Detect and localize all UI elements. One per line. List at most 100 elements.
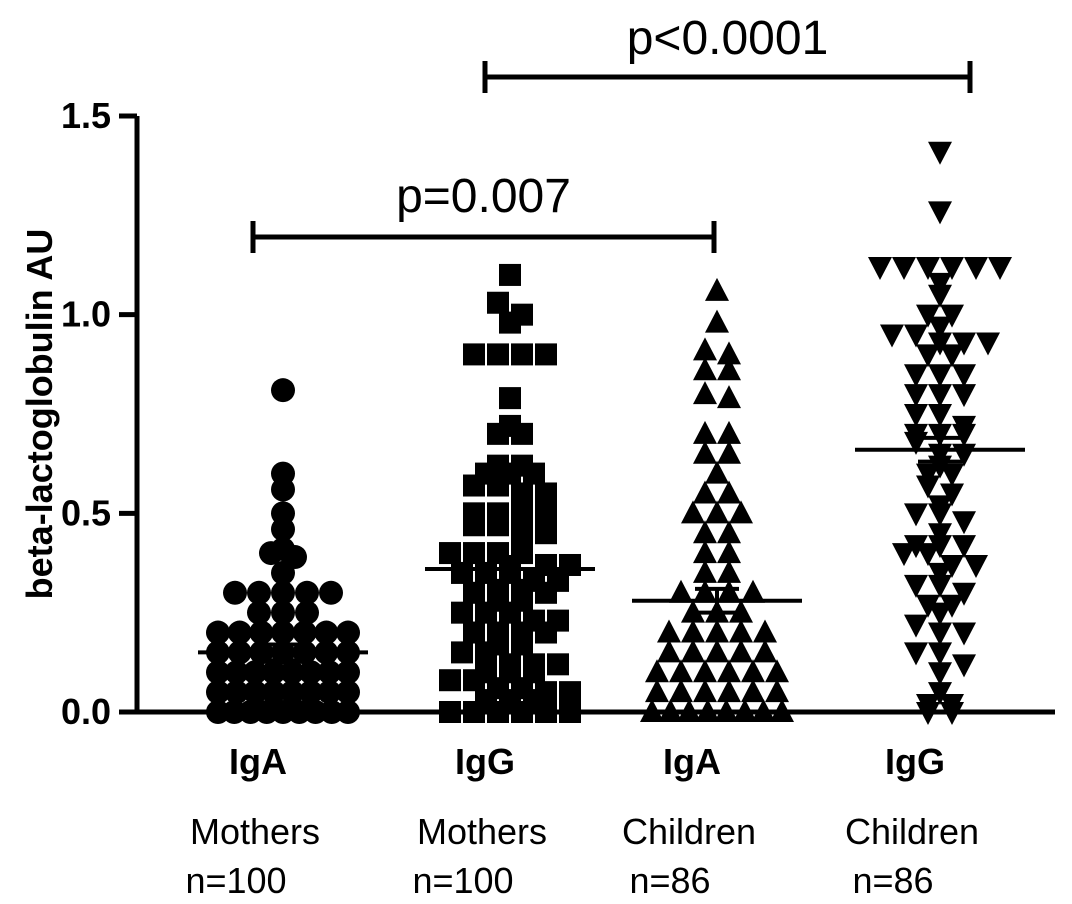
data-point [717,659,741,683]
p-value-label: p=0.007 [396,170,571,223]
x-tick-label: IgG [455,741,515,782]
data-point [717,540,741,564]
data-point [487,474,509,497]
data-point [463,621,485,644]
data-points [206,141,1012,725]
data-point [952,654,976,678]
data-point [511,633,533,656]
data-point [559,701,581,723]
data-point [499,263,521,286]
data-point [463,542,485,565]
data-point [964,256,988,280]
n-label: n=86 [629,860,710,901]
group-label: Mothers [417,811,547,852]
data-point [280,660,305,685]
data-point [298,680,323,705]
data-point [487,514,509,537]
data-point [657,619,681,643]
data-point [206,660,230,685]
mean-sem-bars [198,435,1025,663]
data-point [499,601,521,624]
data-point [916,344,940,368]
data-point [681,500,705,524]
data-point [741,579,765,603]
data-point [940,554,964,578]
data-point [669,579,693,603]
data-point [741,659,765,683]
data-point [292,620,317,645]
data-point [868,256,892,280]
data-point [511,482,533,505]
data-point [319,580,343,605]
data-point [904,324,928,348]
data-point [693,559,717,583]
data-point [880,324,904,348]
data-point [705,619,729,643]
data-point [693,480,717,504]
data-point [259,541,283,566]
data-point [705,309,729,333]
data-point [535,621,557,644]
data-point [247,600,271,625]
data-point [729,639,753,663]
data-point [928,642,952,666]
y-tick-label: 0.0 [61,691,111,732]
data-point [751,699,776,722]
data-point [928,404,952,427]
data-point [928,284,952,308]
data-point [243,660,268,685]
data-point [952,511,976,535]
data-point [693,381,717,405]
data-point [295,580,319,605]
data-point [928,523,952,547]
data-point [952,423,976,447]
data-point [952,582,976,606]
data-point [681,639,705,663]
data-point [511,542,533,565]
data-point [499,387,521,410]
data-point [928,423,952,447]
data-point [717,559,741,583]
data-point [535,502,557,525]
data-point [475,641,497,664]
data-point [451,561,473,584]
data-point [916,475,940,499]
data-point [487,343,509,366]
data-point [463,514,485,537]
data-point [695,699,720,722]
group-label: Mothers [190,811,320,852]
data-point [271,560,295,585]
data-point [559,681,581,704]
data-point [916,543,940,567]
data-point [705,460,729,484]
data-point [928,622,952,646]
data-point [451,601,473,624]
data-point [439,542,461,565]
data-point [928,332,952,356]
data-point [487,422,509,445]
data-point [463,581,485,604]
data-point [336,700,360,724]
data-point [693,540,717,564]
data-point [928,316,952,340]
data-point [271,600,295,625]
data-point [714,699,739,722]
data-point [904,364,928,388]
data-point [717,385,741,409]
data-point [487,542,509,565]
data-point [732,699,757,722]
data-point [206,620,230,645]
data-point [693,679,717,703]
data-point [298,660,323,685]
data-point [535,581,557,604]
data-point [206,680,230,705]
data-point [940,304,964,328]
n-label: n=100 [412,860,513,901]
data-point [336,680,360,705]
data-point [753,639,777,663]
y-tick-label: 1.5 [61,95,111,136]
data-point [463,669,485,692]
data-point [952,384,976,408]
data-point [916,463,940,487]
data-point [693,579,717,603]
